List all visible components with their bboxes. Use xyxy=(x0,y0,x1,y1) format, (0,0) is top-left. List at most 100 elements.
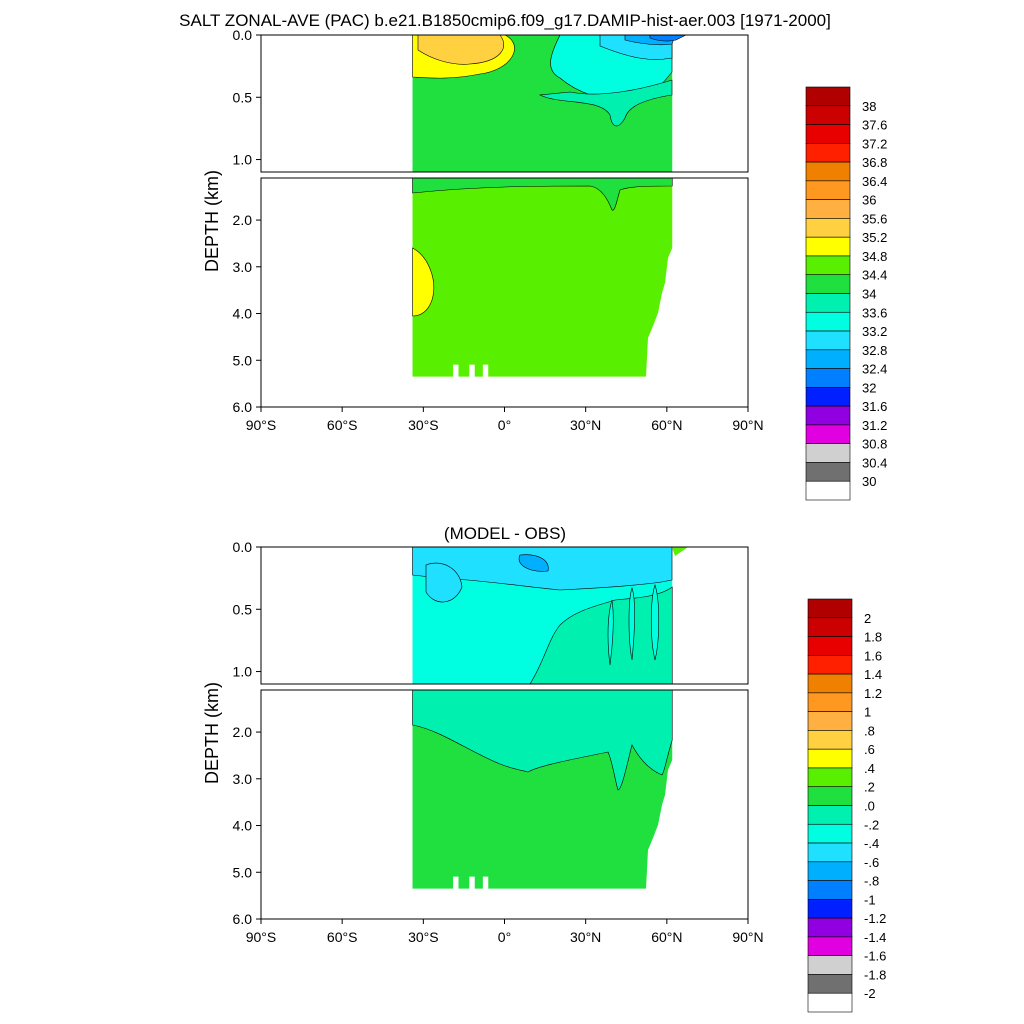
colorbar-label: 32.4 xyxy=(862,362,887,377)
upper-contour-field xyxy=(412,34,687,172)
colorbar-label: .6 xyxy=(864,742,875,757)
x-tick-label: 90°N xyxy=(732,417,763,433)
x-tick-label: 30°N xyxy=(570,417,601,433)
colorbar-label: -1.8 xyxy=(864,967,886,982)
colorbar-label: 37.2 xyxy=(862,136,887,151)
y-tick-label: 6.0 xyxy=(233,399,253,415)
colorbar-label: 1.2 xyxy=(864,686,882,701)
colorbar-label: 36.4 xyxy=(862,174,887,189)
y-tick-label: 0.0 xyxy=(233,539,253,555)
y-tick-label: 4.0 xyxy=(233,818,253,834)
x-tick-label: 90°N xyxy=(732,929,763,945)
colorbar: 38 37.6 37.2 36.8 36.4 36 35.6 35.2 34.8 34.4 34 33… xyxy=(805,86,887,501)
colorbar-swatch xyxy=(805,330,851,351)
colorbar-swatch xyxy=(807,617,853,637)
contour-fill xyxy=(412,177,673,211)
x-tick-label: 0° xyxy=(498,417,511,433)
colorbar-swatch xyxy=(807,673,853,694)
x-tick-label: 60°N xyxy=(651,417,682,433)
bathymetry-gap xyxy=(469,876,475,891)
colorbar-swatch xyxy=(807,823,853,844)
y-tick-label: 0.5 xyxy=(233,601,253,617)
lower-contour-field xyxy=(412,177,673,379)
colorbar-label: 30.4 xyxy=(862,455,887,470)
y-tick-label: 0.5 xyxy=(233,89,253,105)
colorbar-label: 30 xyxy=(862,474,876,489)
x-tick-label: 30°N xyxy=(570,929,601,945)
colorbar-swatch xyxy=(805,368,851,388)
colorbar-label: 34.8 xyxy=(862,249,887,264)
colorbar-label: 30.8 xyxy=(862,437,887,452)
colorbar-label: 34 xyxy=(862,287,876,302)
bathymetry-gap xyxy=(469,364,475,379)
colorbar-swatch xyxy=(807,936,853,956)
colorbar-label: -.6 xyxy=(864,855,879,870)
colorbar-label: 31.2 xyxy=(862,418,887,433)
upper-frame xyxy=(260,34,749,173)
colorbar-swatch xyxy=(807,861,853,881)
x-tick-label: 90°S xyxy=(246,417,277,433)
colorbar-label: 34.4 xyxy=(862,268,887,283)
y-tick-label: 2.0 xyxy=(233,212,253,228)
colorbar-label: 2 xyxy=(864,611,871,626)
colorbar-label: -1.2 xyxy=(864,911,886,926)
colorbar-swatch xyxy=(807,655,853,675)
contour-fill xyxy=(425,562,463,603)
colorbar-label: 36.8 xyxy=(862,155,887,170)
y-axis-label: DEPTH (km) xyxy=(202,682,222,784)
bathymetry-gap xyxy=(482,876,489,891)
main-title: SALT ZONAL-AVE (PAC) b.e21.B1850cmip6.f0… xyxy=(179,11,831,30)
colorbar-label: 1.6 xyxy=(864,648,882,663)
colorbar-swatch xyxy=(805,255,851,276)
difference-plot: (MODEL - OBS)0.00.51.02.03.04.05.06.090°… xyxy=(202,524,886,1013)
colorbar-label: 36 xyxy=(862,193,876,208)
colorbar-label: .0 xyxy=(864,799,875,814)
x-tick-label: 60°N xyxy=(651,929,682,945)
colorbar-swatch xyxy=(805,405,851,426)
contour-fill xyxy=(518,554,549,572)
colorbar-swatch xyxy=(805,218,851,238)
colorbar-swatch xyxy=(805,105,851,125)
colorbar-label: 35.6 xyxy=(862,211,887,226)
colorbar-swatch xyxy=(805,311,851,332)
colorbar-swatch xyxy=(805,199,851,219)
colorbar-swatch xyxy=(807,974,853,994)
y-tick-label: 6.0 xyxy=(233,911,253,927)
x-tick-label: 30°S xyxy=(408,417,439,433)
contour-fill xyxy=(417,34,505,65)
colorbar-swatch xyxy=(805,443,851,463)
y-tick-label: 1.0 xyxy=(233,664,253,680)
colorbar-label: 1 xyxy=(864,705,871,720)
colorbar-label: 1.8 xyxy=(864,630,882,645)
upper-frame xyxy=(260,546,749,685)
y-axis-label: DEPTH (km) xyxy=(202,170,222,272)
colorbar-label: -2 xyxy=(864,986,876,1001)
x-tick-label: 30°S xyxy=(408,929,439,945)
colorbar-swatch xyxy=(807,917,853,938)
lower-contour-field xyxy=(412,689,673,891)
colorbar-swatch xyxy=(807,636,853,656)
colorbar-label: .4 xyxy=(864,761,875,776)
colorbar-swatch xyxy=(807,730,853,750)
colorbar-label: 1.4 xyxy=(864,667,882,682)
contour-fill xyxy=(538,79,673,127)
y-tick-label: 3.0 xyxy=(233,259,253,275)
axes: 0.0 0.5 1.0 2.0 3.0 4.0 5.0 6.0 90°S 60°S 30°S 0° 30… xyxy=(202,539,764,945)
contour-fill xyxy=(412,689,673,791)
colorbar-swatch xyxy=(805,387,851,407)
y-tick-label: 4.0 xyxy=(233,306,253,322)
colorbar-label: -.8 xyxy=(864,874,879,889)
colorbar-swatch xyxy=(805,124,851,144)
colorbar-label: -.4 xyxy=(864,836,879,851)
panel-title: (MODEL - OBS) xyxy=(444,524,566,543)
colorbar-swatch xyxy=(805,161,851,182)
colorbar-label: -.2 xyxy=(864,817,879,832)
y-tick-label: 5.0 xyxy=(233,864,253,880)
colorbar-label: .2 xyxy=(864,780,875,795)
colorbar-swatch xyxy=(805,236,851,257)
colorbar-swatch xyxy=(807,899,853,919)
colorbar-label: 32.8 xyxy=(862,343,887,358)
axes: 0.0 0.5 1.0 2.0 3.0 4.0 5.0 6.0 90°S 60°S 30°S 0° 30… xyxy=(202,27,764,433)
upper-contour-field xyxy=(412,546,688,685)
colorbar-label: -1.4 xyxy=(864,930,886,945)
